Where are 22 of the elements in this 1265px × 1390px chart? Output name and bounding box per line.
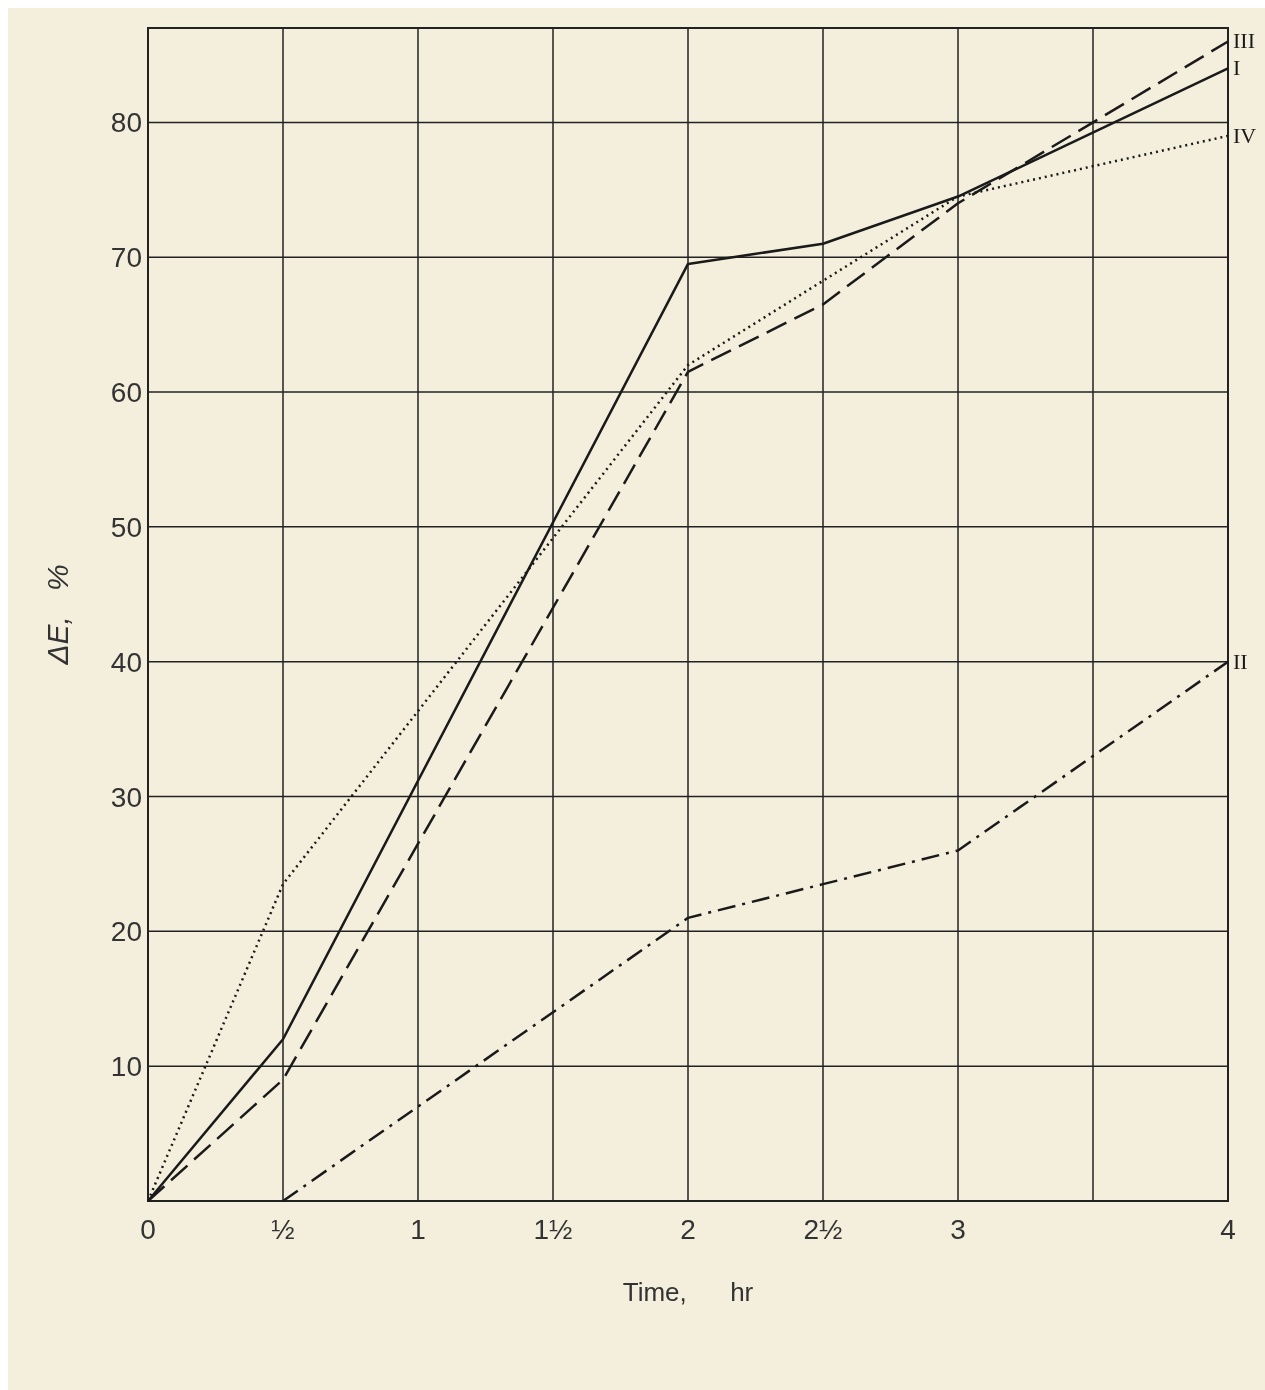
x-tick-label: 2 (680, 1214, 696, 1245)
series-label: II (1233, 648, 1248, 674)
y-tick-label: 10 (110, 1051, 142, 1083)
y-tick-label: 80 (110, 107, 142, 139)
series-label: IV (1233, 122, 1257, 148)
y-axis-title: ΔE, % (41, 564, 74, 666)
x-tick-label: 3 (950, 1214, 966, 1245)
series-label: I (1233, 55, 1241, 81)
y-tick-label: 40 (110, 646, 142, 678)
x-axis-title: Time, hr (622, 1277, 754, 1307)
x-tick-label: 2½ (803, 1214, 843, 1245)
series-label: III (1233, 28, 1255, 54)
x-tick-label: ½ (271, 1214, 295, 1245)
x-tick-label: 1½ (533, 1214, 573, 1245)
x-tick-label: 4 (1220, 1214, 1236, 1245)
y-tick-label: 50 (110, 511, 142, 543)
y-tick-label: 60 (110, 377, 142, 409)
y-tick-label: 20 (110, 916, 142, 948)
x-tick-label: 0 (140, 1214, 156, 1245)
y-tick-label: 70 (110, 242, 142, 274)
y-tick-label: 30 (110, 781, 142, 813)
x-tick-label: 1 (410, 1214, 426, 1245)
